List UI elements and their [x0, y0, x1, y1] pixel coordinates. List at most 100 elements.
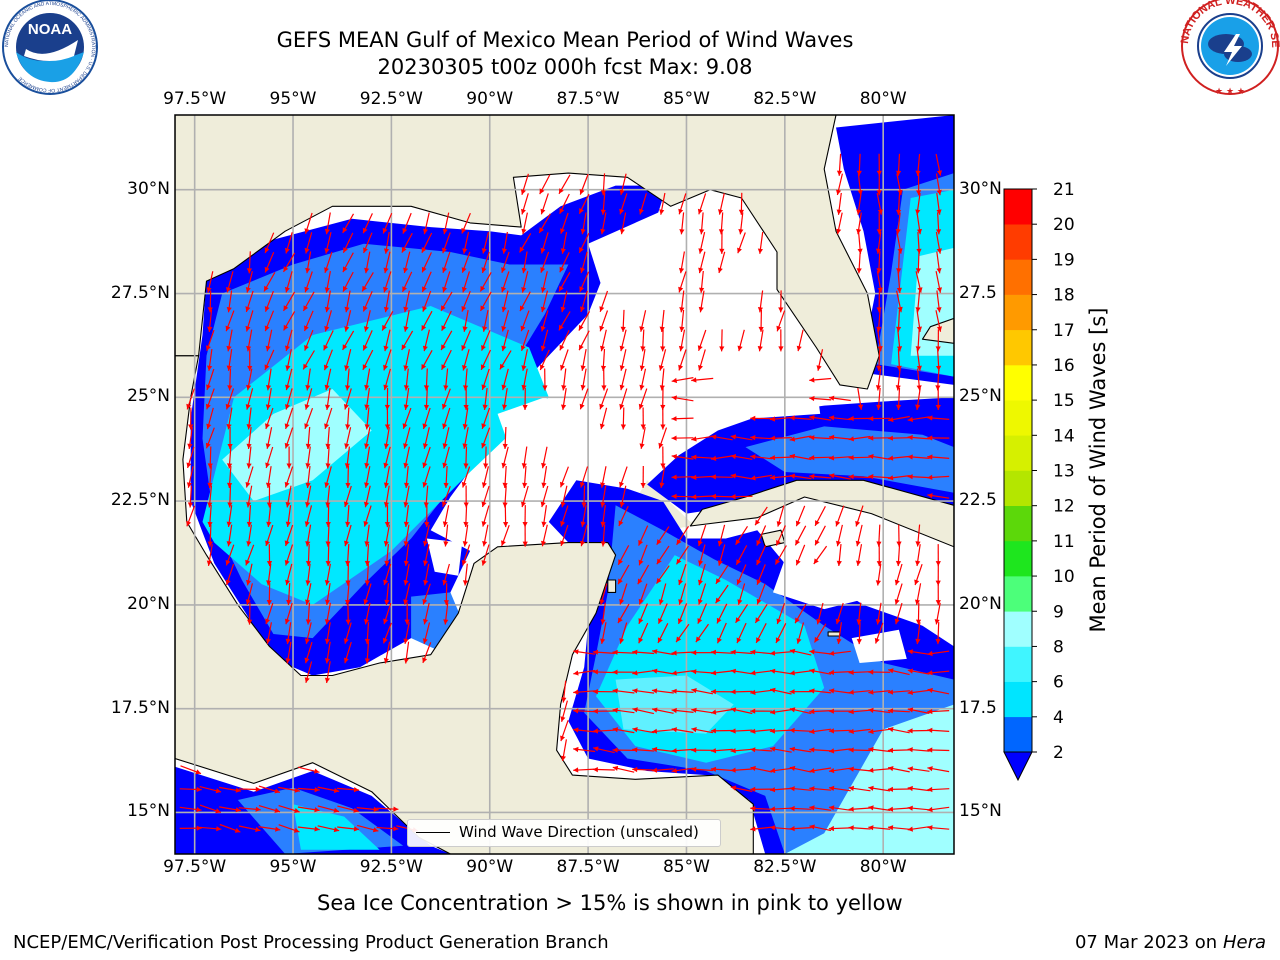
wave-direction-arrow [691, 669, 714, 675]
wave-direction-arrow [638, 603, 648, 625]
wave-direction-arrow [573, 746, 596, 753]
colorbar-tick-label: 4 [1053, 708, 1064, 728]
wave-direction-arrow [756, 583, 766, 605]
wave-direction-arrow [207, 524, 213, 547]
wave-direction-arrow [828, 785, 851, 792]
wave-direction-arrow [461, 466, 471, 488]
wave-direction-arrow [578, 311, 591, 331]
wave-direction-arrow [283, 311, 296, 331]
wave-direction-arrow [501, 310, 510, 332]
wave-direction-arrow [560, 505, 569, 527]
wave-direction-arrow [828, 688, 851, 694]
wave-direction-arrow [887, 806, 910, 812]
wave-direction-arrow [716, 622, 727, 644]
wave-direction-arrow [345, 583, 351, 606]
wave-direction-arrow [855, 505, 864, 527]
wave-direction-arrow [927, 435, 950, 441]
legend-label: Wind Wave Direction (unscaled) [459, 823, 699, 841]
wave-direction-arrow [383, 368, 391, 391]
wave-direction-arrow [481, 407, 491, 430]
wave-direction-arrow [750, 649, 773, 655]
wave-direction-arrow [559, 252, 570, 273]
lon-tick-label-bottom: 97.5°W [163, 857, 227, 877]
wave-direction-arrow [381, 311, 394, 331]
wave-direction-arrow [809, 377, 832, 383]
wave-direction-arrow [659, 368, 665, 391]
wave-direction-arrow [480, 349, 492, 371]
wave-direction-arrow [422, 407, 431, 430]
colorbar-bin [1004, 435, 1032, 471]
wave-direction-arrow [698, 544, 706, 566]
wave-direction-arrow [927, 493, 950, 499]
wave-direction-arrow [205, 388, 215, 410]
wave-direction-arrow [284, 427, 294, 449]
colorbar-tick-label: 6 [1053, 673, 1064, 693]
wave-direction-arrow [423, 212, 430, 235]
wave-direction-arrow [750, 708, 773, 714]
wave-direction-arrow [651, 668, 674, 675]
wave-direction-arrow [305, 446, 311, 469]
wave-direction-arrow [710, 708, 733, 715]
wave-direction-arrow [651, 767, 674, 773]
wave-direction-arrow [671, 395, 694, 402]
wave-direction-arrow [297, 806, 320, 813]
wave-direction-arrow [186, 505, 196, 527]
wave-direction-arrow [592, 689, 615, 695]
wave-direction-arrow [848, 806, 871, 812]
wave-direction-arrow [697, 193, 707, 215]
wave-direction-arrow [345, 602, 351, 625]
wave-direction-arrow [345, 407, 351, 430]
wave-direction-arrow [282, 252, 296, 273]
wave-direction-arrow [521, 193, 529, 215]
wave-direction-arrow [896, 270, 902, 293]
wave-direction-arrow [264, 232, 275, 254]
wave-direction-arrow [599, 388, 609, 410]
wave-direction-arrow [789, 805, 812, 812]
wave-direction-arrow [246, 563, 253, 586]
wave-direction-arrow [657, 623, 669, 644]
wave-direction-arrow [266, 505, 272, 528]
wave-direction-arrow [887, 727, 910, 734]
wave-direction-arrow [285, 505, 292, 527]
wave-direction-arrow [560, 349, 569, 371]
wave-direction-arrow [343, 485, 352, 508]
wave-direction-arrow [710, 434, 733, 441]
wave-direction-arrow [632, 707, 655, 715]
colorbar-bin [1004, 470, 1032, 506]
wave-direction-arrow [501, 251, 510, 273]
wave-direction-arrow [483, 446, 489, 469]
wave-direction-arrow [541, 466, 548, 488]
wave-direction-arrow [199, 786, 222, 794]
wave-direction-arrow [915, 622, 921, 645]
wave-direction-arrow [809, 747, 832, 753]
lon-tick-label-top: 90°W [466, 89, 514, 109]
wave-direction-arrow [750, 728, 773, 734]
wave-direction-arrow [769, 787, 792, 793]
wave-direction-arrow [856, 251, 862, 274]
wave-direction-arrow [691, 435, 714, 442]
wave-direction-arrow [769, 806, 792, 812]
wave-direction-arrow [265, 622, 272, 645]
wave-direction-arrow [521, 368, 528, 391]
wave-direction-arrow [895, 212, 901, 235]
wave-direction-arrow [305, 563, 311, 586]
wave-direction-arrow [344, 427, 352, 449]
wave-direction-arrow [479, 272, 492, 292]
wave-direction-arrow [600, 212, 607, 235]
wave-direction-arrow [305, 466, 311, 489]
wave-direction-arrow [632, 727, 655, 734]
wave-direction-arrow [481, 232, 490, 254]
wave-direction-arrow [363, 232, 373, 254]
wave-direction-arrow [935, 544, 941, 567]
wave-direction-arrow [522, 505, 528, 528]
colorbar-tick-label: 19 [1053, 250, 1075, 270]
wave-direction-arrow [382, 622, 392, 644]
wave-direction-arrow [789, 435, 812, 442]
wave-direction-arrow [848, 825, 871, 831]
wave-direction-arrow [769, 709, 792, 715]
wave-direction-arrow [691, 454, 714, 460]
colorbar-tick-label: 10 [1053, 567, 1075, 587]
wave-direction-arrow [501, 271, 510, 293]
wave-direction-arrow [520, 310, 530, 332]
wave-direction-arrow [443, 368, 449, 391]
